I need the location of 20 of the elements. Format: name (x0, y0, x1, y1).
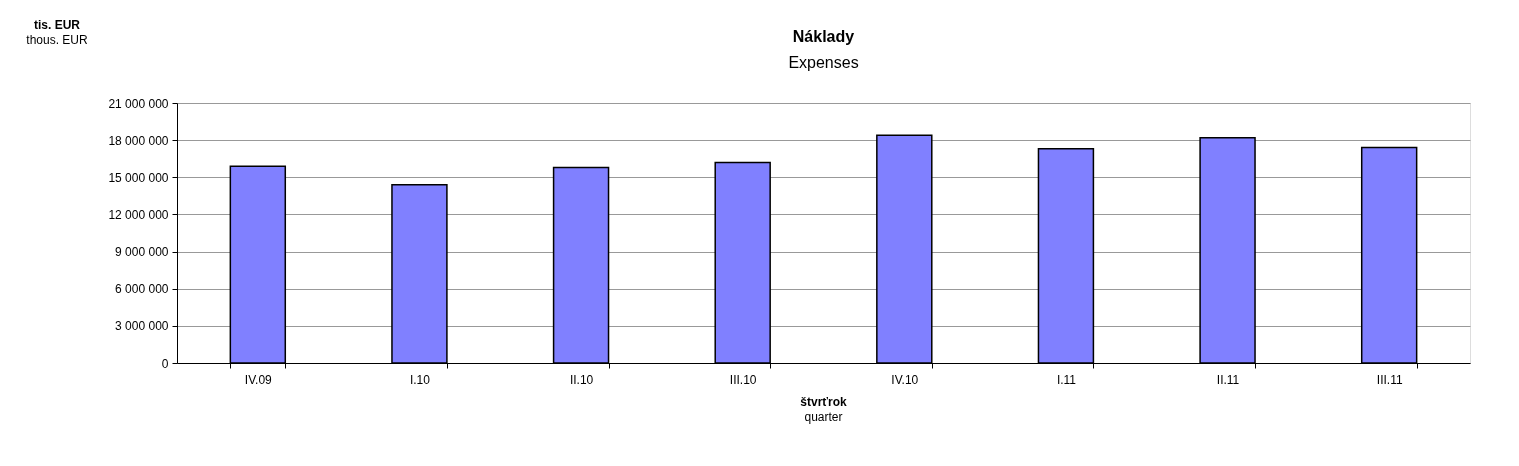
x-tick-label: I.10 (409, 372, 431, 387)
y-tick-label: 0 (161, 356, 169, 371)
x-tick-label: II.11 (1216, 372, 1240, 387)
x-tick-label: III.10 (729, 372, 757, 387)
y-tick-label: 9 000 000 (115, 245, 169, 260)
y-axis-title: tis. EUR thous. EUR (26, 18, 89, 47)
x-tick-label: I.11 (1056, 372, 1077, 387)
y-tick-label: 12 000 000 (108, 207, 169, 222)
x-tick-label: IV.09 (244, 372, 273, 387)
y-tick-label: 15 000 000 (108, 170, 169, 185)
x-tick-label: III.11 (1376, 372, 1403, 387)
y-tick-label: 6 000 000 (115, 282, 169, 297)
y-tick-label: 21 000 000 (108, 96, 169, 111)
y-tick-label: 18 000 000 (108, 133, 169, 148)
x-axis-title: štvrťrok quarter (800, 395, 848, 424)
chart-subtitle: Expenses (788, 54, 859, 71)
x-tick-label: II.10 (569, 372, 594, 387)
chart-title: Náklady (792, 28, 855, 45)
y-tick-label: 3 000 000 (115, 319, 169, 334)
x-tick-label: IV.10 (891, 372, 919, 387)
